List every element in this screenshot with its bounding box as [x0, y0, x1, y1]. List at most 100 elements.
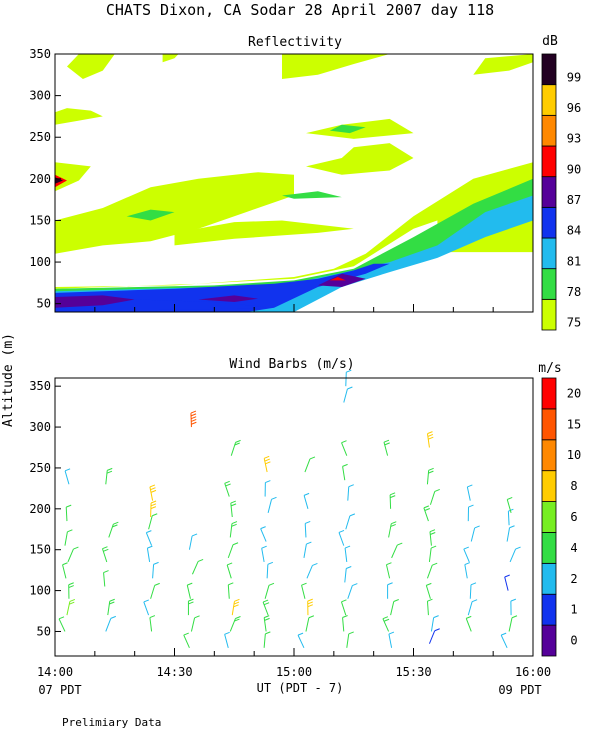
wind-barb: [391, 542, 403, 559]
reflectivity-colorbar-unit: dB: [542, 34, 558, 49]
wind-barb-feather: [234, 618, 240, 622]
reflectivity-colorbar-swatch: [541, 268, 557, 300]
wind-barb: [344, 545, 351, 563]
wind-colorbar-swatch: [541, 593, 557, 626]
wind-barb-shaft: [465, 618, 472, 632]
wind-barb-feather: [423, 505, 430, 509]
wind-barb-feather: [464, 562, 471, 566]
wind-barb: [65, 504, 72, 522]
wind-barb-shaft: [227, 584, 230, 599]
reflectivity-y-tick-label: 50: [37, 297, 51, 311]
wind-barb-shaft: [508, 617, 513, 632]
wind-barb-feather: [64, 468, 71, 472]
wind-barb-feather: [307, 598, 313, 602]
reflectivity-colorbar-swatch: [541, 53, 557, 86]
wind-barb: [67, 546, 79, 563]
wind-barb-feather: [307, 601, 313, 605]
wind-barb: [428, 545, 437, 563]
reflectivity-y-tick-label: 200: [29, 172, 51, 186]
wind-barb: [263, 631, 271, 648]
wind-barb-shaft: [382, 618, 390, 632]
wind-barb-feather: [226, 562, 233, 566]
reflectivity-region-78: [126, 209, 175, 221]
wind-barb-shaft: [500, 634, 508, 649]
wind-barb-feather: [183, 632, 189, 636]
wind-barb-feather: [338, 529, 345, 533]
wind-barb: [262, 599, 270, 616]
wind-barbs-title: Wind Barbs (m/s): [229, 357, 354, 372]
wind-barb-feather: [471, 599, 478, 603]
wind-barb-feather: [390, 523, 396, 527]
reflectivity-colorbar-label: 93: [567, 132, 581, 146]
wind-barb-feather: [69, 601, 75, 605]
wind-barb-feather: [307, 604, 313, 608]
wind-barb-shaft: [64, 531, 68, 546]
wind-barb-shaft: [385, 564, 391, 579]
wind-barb: [226, 562, 233, 579]
wind-barb: [103, 570, 109, 587]
reflectivity-colorbar-label: 96: [567, 101, 581, 115]
wind-barb-feather: [188, 601, 194, 605]
wind-barb-feather: [153, 561, 159, 565]
wind-barb-shaft: [297, 634, 305, 649]
wind-barb-feather: [265, 461, 271, 465]
wind-barb: [66, 598, 76, 616]
wind-barb-feather: [433, 615, 439, 619]
wind-barb: [429, 488, 440, 505]
wind-barb-feather: [427, 431, 433, 435]
wind-barb: [466, 484, 473, 501]
wind-barb: [68, 582, 74, 599]
wind-barb: [423, 505, 430, 522]
wind-barb: [191, 558, 204, 575]
wind-barb-feather: [107, 467, 113, 471]
wind-barb: [390, 599, 399, 616]
x-tick-label: 16:00: [515, 665, 551, 679]
wind-barb-shaft: [58, 618, 66, 632]
wind-barb-shaft: [341, 442, 348, 456]
wind-barb-feather: [68, 582, 74, 586]
wind-barb-feather: [231, 523, 237, 527]
wind-barb-shaft: [390, 601, 395, 616]
wind-barb-feather: [427, 598, 433, 602]
reflectivity-region-75: [67, 54, 115, 79]
wind-barb-shaft: [148, 515, 153, 530]
wind-barb-feather: [341, 599, 347, 603]
wind-barb-shaft: [231, 601, 235, 616]
wind-barb: [105, 615, 116, 632]
wind-barb: [430, 615, 439, 632]
wind-barb: [465, 615, 472, 632]
wind-barb: [347, 583, 358, 599]
reflectivity-colorbar-label: 87: [567, 193, 581, 207]
wind-barb-feather: [500, 632, 507, 636]
wind-barb-feather: [384, 442, 390, 446]
wind-colorbar-label: 0: [570, 634, 577, 648]
wind-barb-shaft: [303, 544, 307, 558]
wind-barb-feather: [191, 421, 197, 425]
wind-barb-feather: [470, 582, 477, 586]
wind-colorbar-label: 6: [570, 510, 577, 524]
wind-barb: [341, 440, 348, 456]
wind-barb-feather: [507, 496, 513, 500]
wind-barb-feather: [191, 418, 197, 422]
wind-barb-shaft: [426, 470, 430, 485]
wind-barb: [229, 521, 238, 538]
reflectivity-region-75: [55, 172, 294, 254]
wind-barb-feather: [58, 616, 65, 620]
wind-barb-feather: [347, 386, 353, 390]
wind-barb: [224, 480, 231, 497]
wind-barb: [143, 599, 150, 616]
reflectivity-y-tick-label: 350: [29, 47, 51, 61]
wind-barb: [58, 616, 66, 632]
wind-barb: [306, 562, 318, 579]
wind-barb-feather: [389, 492, 396, 496]
figure-title: CHATS Dixon, CA Sodar 28 April 2007 day …: [106, 1, 494, 19]
wind-barb-shaft: [145, 532, 153, 546]
wind-barb: [146, 545, 153, 563]
wind-barb: [64, 468, 71, 485]
wind-barb-feather: [234, 442, 240, 446]
wind-barb-feather: [106, 470, 113, 474]
wind-barb-feather: [103, 548, 109, 552]
wind-barb-feather: [268, 582, 275, 586]
wind-barb: [389, 492, 396, 509]
